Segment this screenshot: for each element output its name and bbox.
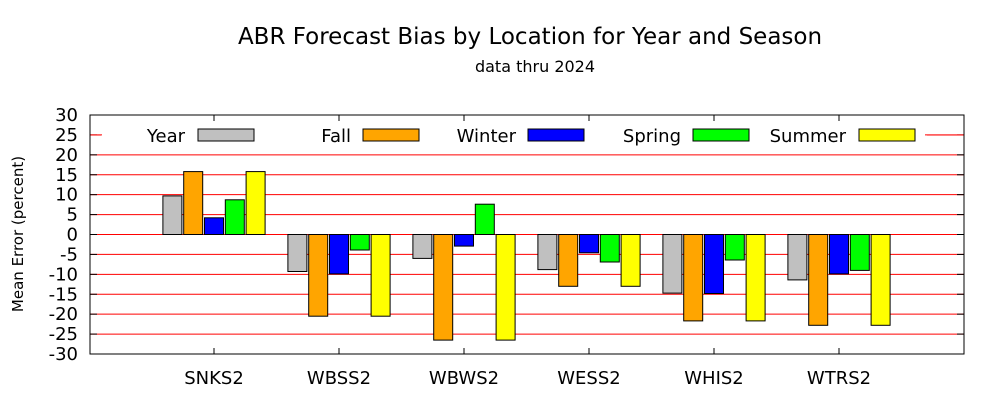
legend-label-winter: Winter — [457, 126, 517, 147]
x-tick-label: WTRS2 — [807, 368, 871, 389]
x-tick-label: SNKS2 — [184, 368, 244, 389]
x-tick-label: WBSS2 — [307, 368, 371, 389]
bar-spring-wess2 — [599, 234, 620, 263]
y-tick-label: 30 — [55, 105, 78, 126]
bar-fall-snks2 — [183, 171, 204, 236]
legend-label-spring: Spring — [623, 126, 681, 147]
y-tick-label: 15 — [55, 165, 78, 186]
bar-winter-wess2 — [579, 234, 599, 254]
bar-year-whis2 — [662, 234, 683, 294]
bar-summer-whis2 — [745, 234, 766, 322]
x-tick-label: WESS2 — [557, 368, 620, 389]
bar-winter-wtrs2 — [829, 234, 849, 275]
y-tick-label: -10 — [49, 264, 78, 285]
legend-label-fall: Fall — [321, 126, 351, 147]
y-tick-label: -5 — [60, 244, 78, 265]
legend-swatch-winter — [527, 128, 585, 142]
bar-summer-wbss2 — [370, 234, 391, 317]
bar-fall-wbss2 — [308, 234, 329, 317]
bars — [162, 171, 891, 341]
y-tick-label: 20 — [55, 145, 78, 166]
x-ticks: SNKS2 WBSS2 WBWS2 WESS2 WHIS2 WTRS2 — [184, 115, 871, 389]
bar-fall-wess2 — [558, 234, 579, 287]
bar-fall-wtrs2 — [808, 234, 829, 326]
legend-swatch-fall — [362, 128, 420, 142]
legend: Year Fall Winter Spring Summer — [90, 124, 964, 148]
legend-label-year: Year — [146, 126, 186, 147]
bar-winter-wbss2 — [329, 234, 349, 275]
y-tick-label: 25 — [55, 125, 78, 146]
legend-label-summer: Summer — [770, 126, 847, 147]
chart-subtitle: data thru 2024 — [475, 57, 595, 76]
bar-year-wbss2 — [287, 234, 308, 272]
bar-summer-wess2 — [620, 234, 641, 287]
bar-spring-snks2 — [224, 199, 245, 236]
bar-year-wtrs2 — [787, 234, 808, 281]
x-tick-label: WBWS2 — [429, 368, 499, 389]
y-tick-label: -15 — [49, 284, 78, 305]
bar-summer-wtrs2 — [870, 234, 891, 326]
bar-fall-wbws2 — [433, 234, 454, 341]
legend-swatch-summer — [858, 128, 916, 142]
chart-title: ABR Forecast Bias by Location for Year a… — [238, 24, 822, 50]
y-tick-label: 10 — [55, 185, 78, 206]
bar-winter-wbws2 — [454, 234, 474, 247]
bar-spring-wtrs2 — [849, 234, 870, 271]
y-tick-label: 5 — [67, 205, 78, 226]
bar-year-wbws2 — [412, 234, 433, 259]
plot-frame — [89, 114, 965, 355]
bar-year-snks2 — [162, 195, 183, 235]
y-tick-label: -30 — [49, 344, 78, 365]
bar-spring-wbss2 — [349, 234, 370, 251]
y-tick-label: -25 — [49, 324, 78, 345]
legend-swatch-year — [197, 128, 255, 142]
bar-summer-snks2 — [245, 171, 266, 236]
y-axis-label: Mean Error (percent) — [9, 156, 27, 312]
bar-spring-whis2 — [724, 234, 745, 261]
bar-fall-whis2 — [683, 234, 704, 322]
bar-winter-snks2 — [204, 217, 224, 236]
legend-swatch-spring — [692, 128, 750, 142]
bar-year-wess2 — [537, 234, 558, 271]
bar-winter-whis2 — [704, 234, 724, 294]
y-tick-label: 0 — [67, 225, 78, 246]
y-tick-label: -20 — [49, 304, 78, 325]
bar-spring-wbws2 — [474, 203, 495, 235]
x-tick-label: WHIS2 — [684, 368, 744, 389]
bar-summer-wbws2 — [495, 234, 516, 341]
